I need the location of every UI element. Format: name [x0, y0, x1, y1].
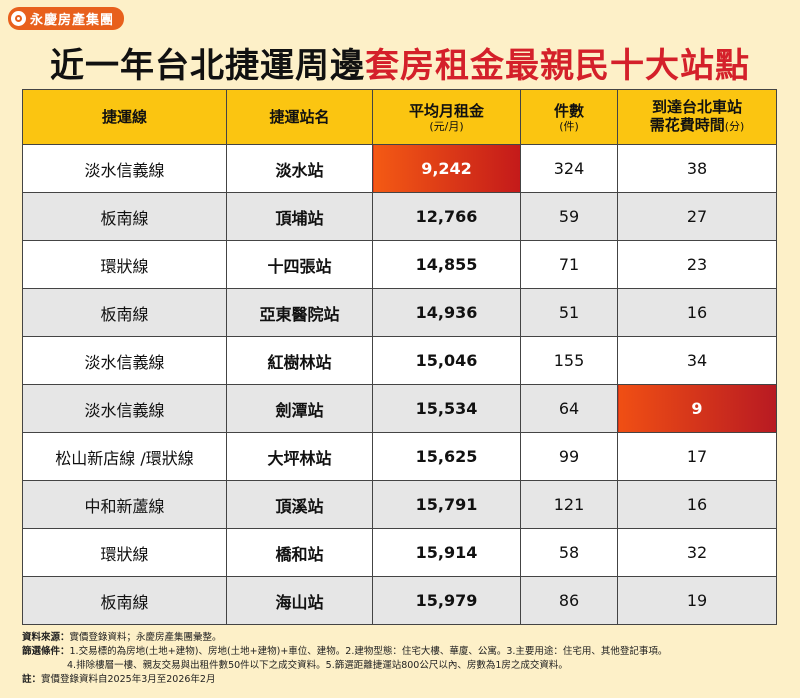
cell-station: 紅樹林站	[226, 336, 373, 385]
table-row: 淡水信義線 紅樹林站 15,046 155 34	[22, 336, 777, 385]
brand-logo-icon	[11, 11, 26, 26]
cell-count: 59	[520, 192, 618, 241]
cell-station: 橋和站	[226, 528, 373, 577]
cell-rent: 15,791	[372, 480, 521, 529]
cell-station: 亞東醫院站	[226, 288, 373, 337]
cell-count: 64	[520, 384, 618, 433]
table-row: 環狀線 橋和站 15,914 58 32	[22, 528, 777, 577]
header-rent: 平均月租金 (元/月)	[372, 89, 521, 145]
rent-table: 捷運線 捷運站名 平均月租金 (元/月) 件數 (件) 到達台北車站 需花費時間(分)…	[22, 89, 777, 625]
cell-line: 板南線	[22, 576, 227, 625]
footnotes: 資料來源：實價登錄資料；永慶房產集團彙整。 篩選條件：1.交易標的為房地(土地+…	[22, 632, 668, 685]
cell-rent: 15,625	[372, 432, 521, 481]
page-title: 近一年台北捷運周邊套房租金最親民十大站點	[0, 38, 800, 87]
table-row: 松山新店線 /環狀線 大坪林站 15,625 99 17	[22, 432, 777, 481]
table-row: 板南線 頂埔站 12,766 59 27	[22, 192, 777, 241]
cell-time: 19	[617, 576, 777, 625]
table-row: 板南線 海山站 15,979 86 19	[22, 576, 777, 625]
table-row: 板南線 亞東醫院站 14,936 51 16	[22, 288, 777, 337]
cell-station: 大坪林站	[226, 432, 373, 481]
cell-line: 淡水信義線	[22, 336, 227, 385]
cell-line: 淡水信義線	[22, 384, 227, 433]
cell-count: 155	[520, 336, 618, 385]
cell-time: 38	[617, 144, 777, 193]
cell-line: 松山新店線 /環狀線	[22, 432, 227, 481]
cell-count: 99	[520, 432, 618, 481]
header-time: 到達台北車站 需花費時間(分)	[617, 89, 777, 145]
cell-time: 27	[617, 192, 777, 241]
cell-station: 淡水站	[226, 144, 373, 193]
cell-line: 中和新蘆線	[22, 480, 227, 529]
header-line: 捷運線	[22, 89, 227, 145]
cell-rent: 15,046	[372, 336, 521, 385]
cell-rent: 9,242	[372, 144, 521, 193]
table-header-row: 捷運線 捷運站名 平均月租金 (元/月) 件數 (件) 到達台北車站 需花費時間(分)	[22, 89, 777, 145]
cell-station: 頂溪站	[226, 480, 373, 529]
cell-rent: 15,914	[372, 528, 521, 577]
cell-count: 58	[520, 528, 618, 577]
cell-count: 121	[520, 480, 618, 529]
cell-line: 板南線	[22, 192, 227, 241]
cell-count: 324	[520, 144, 618, 193]
cell-count: 86	[520, 576, 618, 625]
header-count: 件數 (件)	[520, 89, 618, 145]
cell-count: 71	[520, 240, 618, 289]
cell-line: 板南線	[22, 288, 227, 337]
cell-time: 17	[617, 432, 777, 481]
cell-station: 頂埔站	[226, 192, 373, 241]
cell-rent: 12,766	[372, 192, 521, 241]
title-part1: 近一年台北捷運周邊	[50, 46, 365, 86]
cell-time: 16	[617, 480, 777, 529]
cell-time: 34	[617, 336, 777, 385]
cell-count: 51	[520, 288, 618, 337]
cell-time: 32	[617, 528, 777, 577]
table-row: 淡水信義線 淡水站 9,242 324 38	[22, 144, 777, 193]
cell-line: 淡水信義線	[22, 144, 227, 193]
cell-time: 16	[617, 288, 777, 337]
table-row: 環狀線 十四張站 14,855 71 23	[22, 240, 777, 289]
cell-time: 9	[617, 384, 777, 433]
cell-station: 十四張站	[226, 240, 373, 289]
table-row: 淡水信義線 劍潭站 15,534 64 9	[22, 384, 777, 433]
cell-rent: 15,979	[372, 576, 521, 625]
brand-logo: 永慶房產集團	[8, 7, 125, 30]
title-part2: 套房租金最親民十大站點	[365, 46, 750, 86]
cell-time: 23	[617, 240, 777, 289]
cell-station: 海山站	[226, 576, 373, 625]
cell-rent: 14,936	[372, 288, 521, 337]
brand-name: 永慶房產集團	[30, 13, 115, 28]
header-station: 捷運站名	[226, 89, 373, 145]
cell-station: 劍潭站	[226, 384, 373, 433]
cell-rent: 14,855	[372, 240, 521, 289]
cell-line: 環狀線	[22, 240, 227, 289]
table-row: 中和新蘆線 頂溪站 15,791 121 16	[22, 480, 777, 529]
cell-line: 環狀線	[22, 528, 227, 577]
cell-rent: 15,534	[372, 384, 521, 433]
